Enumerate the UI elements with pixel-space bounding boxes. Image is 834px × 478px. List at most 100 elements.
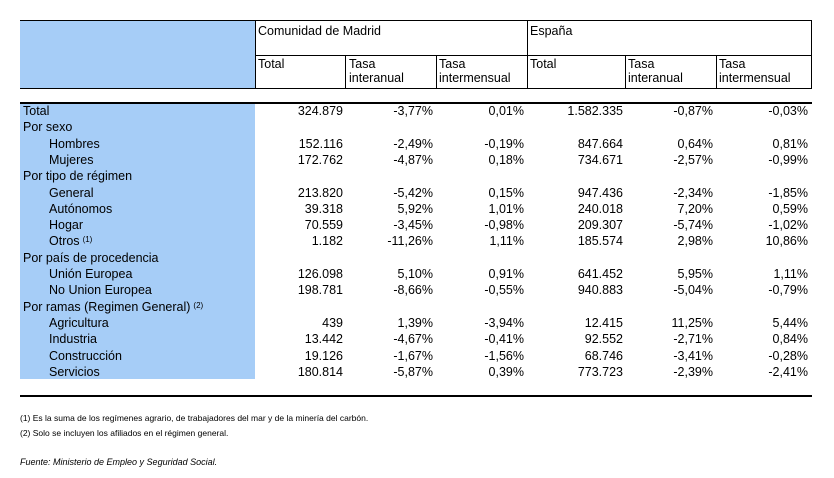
value-cell: 324.879 xyxy=(297,104,343,118)
row-label: Otros (1) xyxy=(49,234,92,249)
value-cell: 0,59% xyxy=(772,201,808,216)
row-label-text: Hombres xyxy=(49,136,100,151)
value-cell: 70.559 xyxy=(304,218,343,233)
value-cell: -4,87% xyxy=(393,152,433,167)
row-label-column xyxy=(20,103,255,379)
value-cell: -5,74% xyxy=(673,218,713,233)
header-divider xyxy=(716,55,717,89)
column-header: Tasa xyxy=(349,57,376,71)
value-cell: -0,41% xyxy=(484,332,524,347)
column-header-subtitle: intermensual xyxy=(439,71,511,85)
value-cell: 185.574 xyxy=(577,234,623,249)
header-divider xyxy=(625,55,626,89)
value-cell: 1,01% xyxy=(488,201,524,216)
row-label-text: Autónomos xyxy=(49,201,113,216)
value-cell: -0,87% xyxy=(673,104,713,118)
row-label: Hogar xyxy=(49,218,83,233)
section-label: Por ramas (Regimen General) (2) xyxy=(23,300,203,315)
value-cell: -0,55% xyxy=(484,283,524,298)
value-cell: 68.746 xyxy=(584,348,623,363)
value-cell: -3,77% xyxy=(393,104,433,118)
value-cell: -0,79% xyxy=(768,283,808,298)
row-label: Unión Europea xyxy=(49,267,132,282)
value-cell: 180.814 xyxy=(297,364,343,379)
value-cell: 847.664 xyxy=(577,136,623,151)
value-cell: -2,71% xyxy=(673,332,713,347)
value-cell: 0,01% xyxy=(488,104,524,118)
value-cell: 5,95% xyxy=(677,267,713,281)
row-label-text: Industria xyxy=(49,332,97,347)
value-cell: -0,99% xyxy=(768,152,808,167)
value-cell: 10,86% xyxy=(765,234,808,249)
value-cell: -5,87% xyxy=(393,364,433,379)
column-header: Tasa xyxy=(719,57,746,71)
value-cell: 947.436 xyxy=(577,185,623,200)
value-cell: 240.018 xyxy=(577,201,623,216)
value-cell: -0,19% xyxy=(484,136,524,151)
value-cell: 0,81% xyxy=(772,136,808,151)
column-header-subtitle: interanual xyxy=(628,71,683,85)
row-label: Agricultura xyxy=(49,316,109,331)
value-cell: -1,67% xyxy=(393,348,433,363)
value-cell: 1,39% xyxy=(397,315,433,330)
value-cell: -4,67% xyxy=(393,332,433,347)
value-cell: 5,10% xyxy=(397,267,433,281)
row-label: Hombres xyxy=(49,137,100,152)
row-label: Industria xyxy=(49,332,97,347)
value-cell: 5,44% xyxy=(772,315,808,330)
row-label: Autónomos xyxy=(49,202,112,217)
row-label-text: Servicios xyxy=(49,364,100,379)
value-cell: -0,98% xyxy=(484,218,524,233)
footnote-marker: (1) xyxy=(82,235,93,245)
row-label-text: Construcción xyxy=(49,348,122,363)
value-cell: 1,11% xyxy=(489,234,524,249)
value-cell: -5,04% xyxy=(673,283,713,298)
value-cell: -11,26% xyxy=(387,234,433,249)
row-label-text: Agricultura xyxy=(49,315,109,330)
value-cell: 0,39% xyxy=(488,364,524,379)
header-divider xyxy=(255,20,256,89)
column-header: Total xyxy=(530,57,557,71)
value-cell: 0,91% xyxy=(488,267,524,281)
value-cell: 773.723 xyxy=(577,364,623,379)
value-cell: 940.883 xyxy=(577,283,623,298)
body-top-border xyxy=(20,102,812,104)
value-cell: 12.415 xyxy=(584,315,623,330)
footnote-marker: (2) xyxy=(193,300,204,310)
group-header-divider xyxy=(255,55,812,56)
value-cell: 0,18% xyxy=(488,152,524,167)
value-cell: -2,57% xyxy=(673,152,713,167)
value-cell: 5,92% xyxy=(397,201,433,216)
column-header: Tasa xyxy=(439,57,466,71)
value-cell: 1.582.335 xyxy=(567,104,623,118)
row-label-text: Hogar xyxy=(49,218,84,233)
value-cell: -1,56% xyxy=(484,348,524,363)
row-label-text: Otros xyxy=(49,234,80,249)
value-cell: 7,20% xyxy=(677,201,713,216)
group-header-madrid: Comunidad de Madrid xyxy=(258,24,381,38)
header-divider xyxy=(345,55,346,89)
section-label: Por tipo de régimen xyxy=(23,169,132,184)
value-cell: -0,28% xyxy=(768,348,808,363)
table-top-border xyxy=(20,20,812,21)
value-cell: -3,94% xyxy=(484,315,524,330)
header-divider xyxy=(527,20,528,89)
value-cell: -1,02% xyxy=(768,218,808,233)
row-label-text: Por país de procedencia xyxy=(23,250,159,265)
value-cell: -3,45% xyxy=(393,218,433,233)
source-note: Fuente: Ministerio de Empleo y Seguridad… xyxy=(20,457,218,467)
row-label: No Union Europea xyxy=(49,283,152,298)
value-cell: -0,03% xyxy=(768,104,808,118)
section-label: Total xyxy=(23,104,49,119)
header-label-cell xyxy=(20,21,255,88)
value-cell: 1,11% xyxy=(773,267,808,281)
value-cell: 0,15% xyxy=(488,185,524,200)
value-cell: 172.762 xyxy=(297,152,343,167)
value-cell: 39.318 xyxy=(304,201,343,216)
row-label-text: Unión Europea xyxy=(49,267,133,281)
value-cell: 209.307 xyxy=(577,218,623,233)
value-cell: 198.781 xyxy=(297,283,343,298)
value-cell: -5,42% xyxy=(393,185,433,200)
section-label: Por sexo xyxy=(23,120,72,135)
row-label: Mujeres xyxy=(49,153,93,168)
